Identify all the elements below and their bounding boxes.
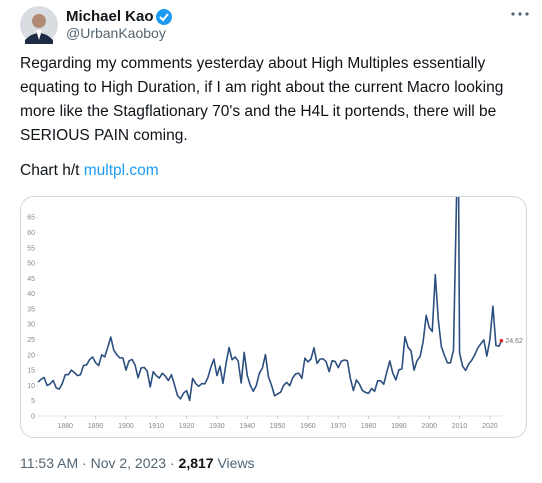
link[interactable]: multpl.com bbox=[83, 162, 159, 179]
plot-area bbox=[37, 197, 503, 402]
x-tick-label: 1980 bbox=[361, 423, 377, 430]
x-tick-label: 1890 bbox=[88, 423, 104, 430]
time[interactable]: 11:53 AM bbox=[20, 455, 79, 471]
y-tick-label: 15 bbox=[27, 368, 35, 375]
y-tick-label: 35 bbox=[27, 306, 35, 313]
y-tick-label: 50 bbox=[27, 261, 35, 268]
y-tick-label: 40 bbox=[27, 291, 35, 298]
views-label: Views bbox=[217, 455, 255, 471]
tweet-text: Regarding my comments yesterday about Hi… bbox=[20, 55, 504, 144]
y-tick-label: 55 bbox=[27, 245, 35, 252]
y-tick-label: 5 bbox=[31, 398, 35, 405]
last-point bbox=[499, 338, 504, 343]
last-value-label: 24.62 bbox=[505, 338, 523, 345]
footer: 11:53 AM · Nov 2, 2023 · 2,817 Views bbox=[20, 455, 255, 471]
x-tick-label: 1970 bbox=[330, 423, 346, 430]
x-tick-label: 1910 bbox=[148, 423, 164, 430]
date[interactable]: Nov 2, 2023 bbox=[90, 455, 167, 471]
views-count: 2,817 bbox=[178, 455, 214, 471]
credit: Chart h/t multpl.com bbox=[20, 162, 159, 180]
credit-text: Chart h/t bbox=[20, 162, 80, 179]
verified-badge bbox=[156, 9, 172, 25]
chart: 0 5 10 15 20 25 30 35 40 45 50 55 60 65 1880 1890 1900 19… bbox=[27, 197, 523, 430]
x-tick-label: 1900 bbox=[118, 423, 134, 430]
y-tick-label: 60 bbox=[27, 230, 35, 237]
author-handle[interactable]: @UrbanKaoboy bbox=[66, 25, 166, 41]
x-tick-label: 2010 bbox=[452, 423, 468, 430]
separator: · bbox=[169, 455, 175, 471]
avatar[interactable] bbox=[20, 6, 58, 44]
y-tick-label: 30 bbox=[27, 322, 35, 329]
y-tick-label: 10 bbox=[27, 383, 35, 390]
author-name[interactable]: Michael Kao bbox=[66, 8, 154, 25]
x-tick-label: 2000 bbox=[421, 423, 437, 430]
x-tick-label: 1880 bbox=[58, 423, 74, 430]
more-button[interactable] bbox=[510, 10, 530, 18]
data-line bbox=[37, 197, 503, 402]
y-tick-label: 25 bbox=[27, 337, 35, 344]
y-tick-label: 65 bbox=[27, 215, 35, 222]
x-tick-label: 1950 bbox=[270, 423, 286, 430]
y-tick-label: 45 bbox=[27, 276, 35, 283]
y-tick-label: 0 bbox=[31, 414, 35, 421]
x-tick-label: 2020 bbox=[482, 423, 498, 430]
y-tick-label: 20 bbox=[27, 352, 35, 359]
x-tick-label: 1990 bbox=[391, 423, 407, 430]
x-tick-label: 1920 bbox=[179, 423, 195, 430]
x-tick-label: 1960 bbox=[300, 423, 316, 430]
x-tick-label: 1930 bbox=[209, 423, 225, 430]
chart-card[interactable]: 0 5 10 15 20 25 30 35 40 45 50 55 60 65 1880 1890 1900 19… bbox=[20, 196, 527, 438]
separator: · bbox=[82, 455, 87, 471]
x-tick-label: 1940 bbox=[239, 423, 255, 430]
